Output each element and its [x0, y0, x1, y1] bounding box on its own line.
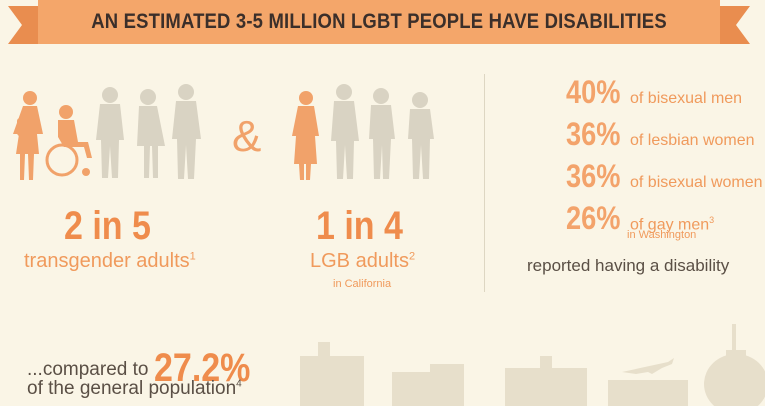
figure-wheelchair-highlighted — [45, 105, 92, 177]
figure-lgb-highlighted — [292, 91, 319, 180]
stat-label: of bisexual women — [630, 174, 763, 191]
stat-row-bisexual-men: 40% of bisexual men — [566, 74, 742, 111]
stat-label: of bisexual men — [630, 90, 743, 107]
figure-man-muted-1 — [96, 87, 124, 178]
footnote-1: 1 — [189, 250, 196, 263]
figure-woman-muted — [137, 89, 165, 178]
comparison-line: ...compared to 27.2% — [27, 346, 267, 391]
title-banner: AN ESTIMATED 3-5 MILLION LGBT PEOPLE HAV… — [8, 0, 750, 44]
stat-row-lesbian-women: 36% of lesbian women — [566, 116, 755, 153]
washington-region: in Washington — [627, 229, 697, 241]
lgb-label: LGB adults2 — [310, 250, 415, 273]
stat-label: of lesbian women — [630, 132, 755, 149]
reported-disability-text: reported having a disability — [527, 256, 730, 275]
stat-pct: 36% — [566, 116, 621, 152]
stat-pct: 26% — [566, 200, 621, 236]
lgb-region: in California — [333, 278, 392, 290]
comparison-prefix: ...compared to — [27, 359, 149, 380]
airplane-icon — [622, 358, 674, 374]
general-population-label: of the general population4 — [27, 378, 242, 400]
comparison-pct: 27.2% — [153, 346, 251, 390]
divider — [484, 74, 485, 292]
figure-lgb-muted-3 — [408, 92, 434, 179]
lgb-ratio: 1 in 4 — [316, 204, 403, 248]
footnote-3: 3 — [709, 214, 715, 225]
transgender-label: transgender adults1 — [24, 250, 196, 273]
stat-label: of gay men3 — [630, 215, 714, 234]
stat-pct: 40% — [566, 74, 621, 110]
banner-title: AN ESTIMATED 3-5 MILLION LGBT PEOPLE HAV… — [91, 10, 667, 33]
lgb-label-text: LGB adults — [310, 250, 409, 272]
figure-man-muted-2 — [172, 84, 201, 179]
general-population-text: of the general population — [27, 378, 237, 399]
stat-row-gay-men: 26% of gay men3 — [566, 200, 714, 237]
ampersand: & — [232, 112, 262, 161]
stat-label-text: of gay men — [630, 216, 710, 233]
transgender-ratio: 2 in 5 — [64, 204, 151, 248]
footnote-2: 2 — [408, 250, 416, 263]
transgender-label-text: transgender adults — [24, 250, 190, 272]
figure-lgb-muted-2 — [369, 88, 395, 179]
figure-lgb-muted-1 — [331, 84, 359, 179]
figure-woman-highlighted — [13, 91, 43, 180]
footnote-4: 4 — [236, 378, 242, 390]
skyline-icon — [300, 324, 765, 406]
stat-pct: 36% — [566, 158, 621, 194]
stat-row-bisexual-women: 36% of bisexual women — [566, 158, 763, 195]
